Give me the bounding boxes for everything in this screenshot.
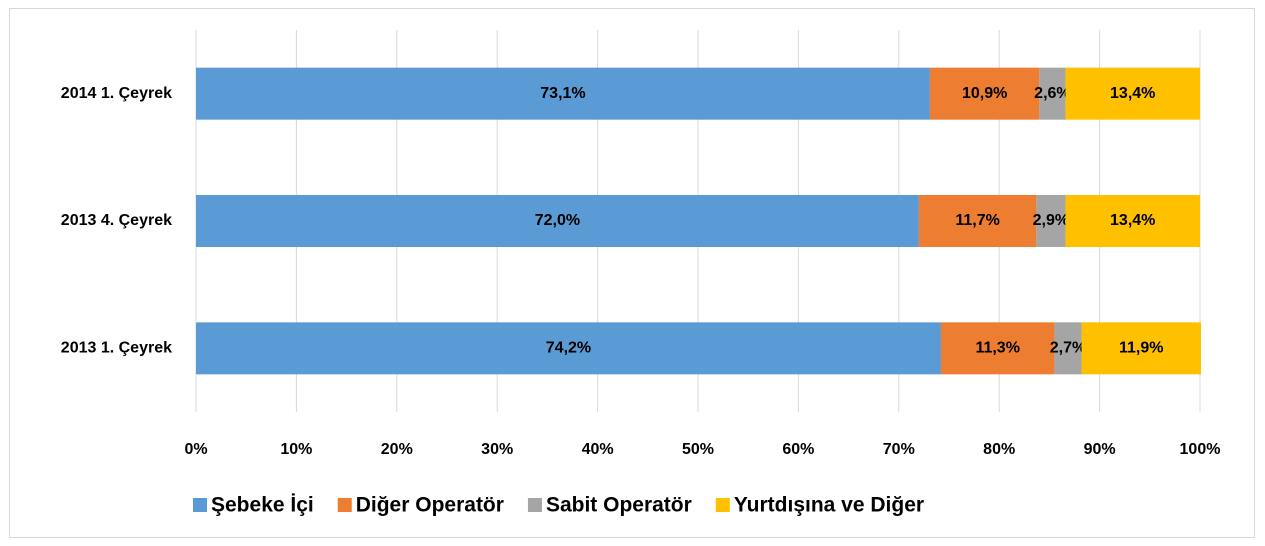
data-label: 11,3% <box>975 340 1019 357</box>
bar-segment <box>196 322 941 375</box>
bar-segment <box>929 67 1040 120</box>
data-label: 11,7% <box>955 212 999 229</box>
x-tick-label: 10% <box>280 441 312 458</box>
x-tick-label: 40% <box>582 441 614 458</box>
bar-segment <box>1054 322 1082 375</box>
data-label: 13,4% <box>1110 212 1155 229</box>
bar-segment <box>1036 195 1066 247</box>
x-tick-label: 30% <box>481 441 513 458</box>
x-tick-label: 80% <box>983 441 1015 458</box>
data-label: 13,4% <box>1110 85 1155 102</box>
bar-segment <box>1039 67 1066 120</box>
bar-segment <box>940 322 1055 375</box>
legend-swatch <box>193 498 207 512</box>
y-tick-label: 2014 1. Çeyrek <box>61 85 172 102</box>
legend-label: Sabit Operatör <box>546 494 692 517</box>
legend-label: Şebeke İçi <box>211 494 314 517</box>
legend-swatch <box>715 498 730 512</box>
x-tick-label: 100% <box>1180 441 1221 458</box>
bar-segment <box>1065 67 1200 120</box>
legend-label: Yurtdışına ve Diğer <box>734 494 924 517</box>
bar-segment <box>196 67 930 120</box>
x-tick-label: 20% <box>381 441 413 458</box>
legend-swatch <box>527 498 542 512</box>
legend-label: Diğer Operatör <box>356 494 504 517</box>
bar-segment <box>196 195 919 247</box>
x-tick-label: 60% <box>782 441 814 458</box>
y-tick-label: 2013 4. Çeyrek <box>61 212 172 229</box>
bar-segment <box>1081 322 1202 375</box>
legend-swatch <box>337 498 352 512</box>
data-label: 2,6% <box>1034 85 1070 102</box>
x-tick-label: 0% <box>184 441 207 458</box>
x-tick-label: 50% <box>682 441 714 458</box>
data-label: 73,1% <box>540 85 585 102</box>
data-label: 72,0% <box>535 212 580 229</box>
y-tick-label: 2013 1. Çeyrek <box>61 340 172 357</box>
bar-segment <box>1065 195 1200 247</box>
data-label: 74,2% <box>546 340 591 357</box>
data-label: 2,9% <box>1033 212 1069 229</box>
data-label: 10,9% <box>962 85 1007 102</box>
data-label: 11,9% <box>1119 340 1163 357</box>
data-label: 2,7% <box>1050 340 1086 357</box>
bar-segment <box>918 195 1037 247</box>
x-tick-label: 70% <box>883 441 915 458</box>
x-tick-label: 90% <box>1084 441 1116 458</box>
